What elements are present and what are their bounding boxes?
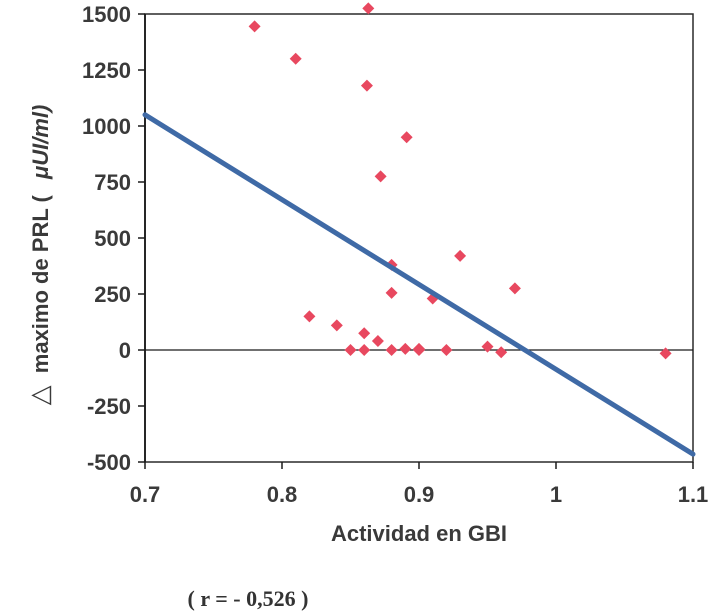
data-point bbox=[303, 310, 316, 323]
y-tick-label: 750 bbox=[94, 170, 131, 195]
y-axis-title: △ maximo de PRL ( μUI/ml) bbox=[24, 105, 54, 406]
x-tick-label: 1 bbox=[550, 482, 562, 507]
y-axis-title-text: maximo de PRL ( bbox=[28, 194, 53, 373]
x-tick-label: 0.7 bbox=[130, 482, 161, 507]
data-point bbox=[440, 344, 453, 356]
y-tick-label: -500 bbox=[87, 450, 131, 475]
data-point bbox=[481, 340, 494, 353]
data-point bbox=[508, 282, 521, 295]
data-point bbox=[454, 249, 467, 262]
y-tick-label: 1250 bbox=[82, 58, 131, 83]
y-tick-label: 1000 bbox=[82, 114, 131, 139]
data-point bbox=[659, 347, 672, 360]
x-tick-label: 0.9 bbox=[404, 482, 435, 507]
y-tick-label: 1500 bbox=[82, 2, 131, 27]
y-tick-labels: -500 -250 0 250 500 750 1000 1250 1500 bbox=[82, 2, 131, 475]
plot-frame bbox=[144, 13, 694, 463]
y-tick-marks bbox=[138, 13, 145, 463]
x-tick-marks bbox=[144, 462, 694, 469]
y-tick-label: -250 bbox=[87, 394, 131, 419]
data-point bbox=[399, 342, 412, 355]
data-point bbox=[362, 2, 375, 15]
data-point bbox=[495, 346, 508, 359]
y-tick-label: 0 bbox=[119, 338, 131, 363]
data-point bbox=[248, 20, 261, 33]
data-point bbox=[400, 131, 413, 144]
data-point bbox=[330, 319, 343, 332]
data-point bbox=[385, 344, 398, 356]
y-tick-label: 250 bbox=[94, 282, 131, 307]
data-point bbox=[358, 327, 371, 340]
regression-line bbox=[142, 112, 696, 457]
svg-text:△ maximo de PRL (: △ maximo de PRL ( μUI/ml) bbox=[24, 105, 54, 406]
data-point bbox=[289, 52, 302, 65]
delta-symbol: △ bbox=[24, 385, 54, 405]
data-points bbox=[248, 2, 672, 360]
x-tick-label: 0.8 bbox=[267, 482, 298, 507]
x-tick-labels: 0.7 0.8 0.9 1 1.1 bbox=[130, 482, 709, 507]
data-point bbox=[358, 344, 371, 356]
x-axis-title: Actividad en GBI bbox=[331, 521, 507, 546]
correlation-annotation: ( r = - 0,526 ) bbox=[188, 586, 309, 611]
data-point bbox=[371, 335, 384, 348]
y-axis-unit: μUI/ml) bbox=[28, 105, 53, 180]
x-tick-label: 1.1 bbox=[678, 482, 709, 507]
data-point bbox=[413, 344, 425, 356]
data-point bbox=[344, 344, 357, 356]
data-point bbox=[385, 286, 398, 299]
data-point bbox=[374, 170, 387, 183]
data-point bbox=[360, 79, 373, 92]
y-tick-label: 500 bbox=[94, 226, 131, 251]
